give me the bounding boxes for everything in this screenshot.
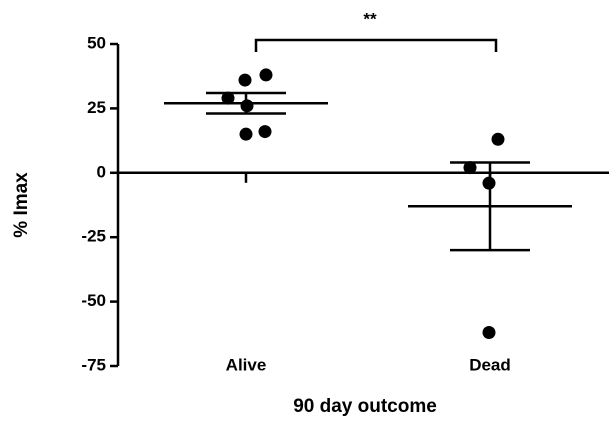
x-axis-label: 90 day outcome bbox=[293, 396, 437, 417]
data-point bbox=[491, 132, 505, 146]
y-tick-label: 25 bbox=[87, 98, 106, 117]
error-bar bbox=[206, 91, 286, 115]
y-tick-label: -50 bbox=[81, 291, 106, 310]
data-point bbox=[238, 73, 252, 87]
data-point bbox=[258, 125, 272, 139]
y-tick-label: -75 bbox=[81, 355, 106, 374]
y-axis-label: % Imax bbox=[11, 172, 32, 238]
significance-label: ** bbox=[363, 9, 377, 28]
y-tick-label: -25 bbox=[81, 227, 106, 246]
x-tick-label: Dead bbox=[469, 355, 511, 374]
error-bar bbox=[450, 161, 530, 252]
data-point bbox=[259, 68, 273, 82]
significance-bracket bbox=[254, 38, 498, 52]
data-point bbox=[221, 91, 235, 105]
y-tick-label: 50 bbox=[87, 33, 106, 52]
data-point bbox=[463, 161, 477, 175]
data-point bbox=[482, 326, 496, 340]
y-tick-label: 0 bbox=[97, 162, 106, 181]
data-point bbox=[239, 127, 253, 141]
x-tick-label: Alive bbox=[226, 355, 267, 374]
